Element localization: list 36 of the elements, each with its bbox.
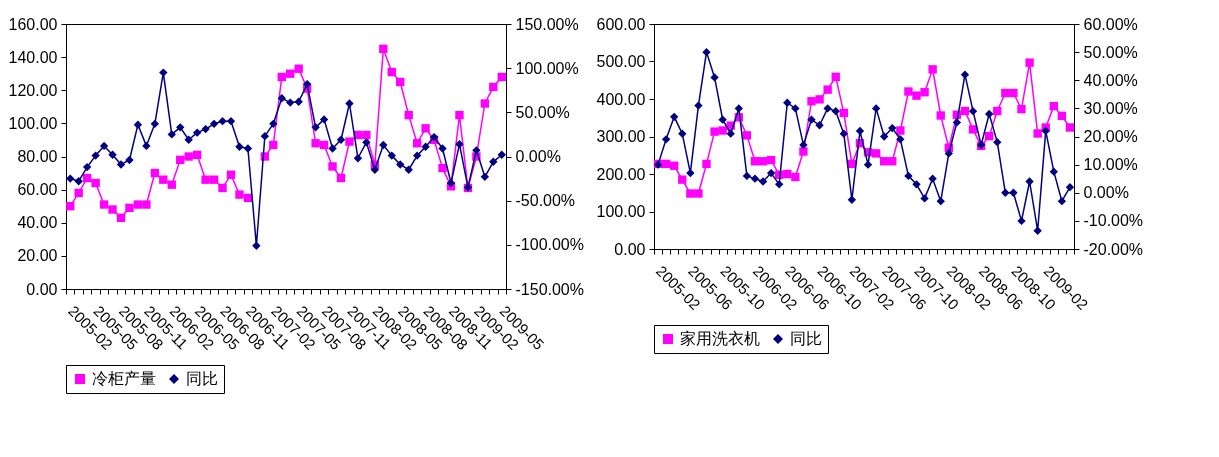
- y-tick-label: 80.00: [17, 148, 58, 165]
- y-tick-label: 100.00: [596, 203, 646, 220]
- y-tick-label: 300.00: [596, 128, 646, 145]
- y2-tick-label: 10.00%: [1083, 156, 1138, 174]
- y-tick-label: 0.00: [26, 280, 58, 298]
- y2-tick-label: -50.00%: [515, 192, 576, 210]
- y-tick-label: 20.00: [17, 247, 58, 265]
- y-tick-label: 400.00: [596, 90, 646, 108]
- y-tick-label: 200.00: [596, 165, 646, 183]
- y2-tick-label: -100.00%: [515, 236, 584, 254]
- y2-tick-label: 20.00%: [1083, 128, 1138, 145]
- legend-label: 同比: [790, 330, 822, 347]
- y2-tick-label: -10.00%: [1083, 212, 1144, 230]
- y2-tick-label: 60.00%: [1083, 15, 1138, 33]
- y-tick-label: 40.00: [17, 214, 58, 232]
- y2-tick-label: 0.00%: [515, 148, 561, 165]
- y-tick-label: 60.00: [17, 181, 58, 199]
- y-tick-label: 100.00: [8, 114, 58, 132]
- y-tick-label: 600.00: [596, 15, 646, 33]
- y-tick-label: 500.00: [596, 53, 646, 70]
- y2-tick-label: -150.00%: [515, 280, 584, 298]
- y2-tick-label: 50.00%: [1083, 43, 1138, 61]
- y2-tick-label: 100.00%: [515, 59, 579, 77]
- y-tick-label: 140.00: [8, 48, 58, 66]
- y2-tick-label: 0.00%: [1083, 184, 1129, 202]
- legend-label: 冷柜产量: [92, 370, 156, 387]
- legend-label: 同比: [186, 370, 218, 387]
- y-tick-label: 0.00: [614, 240, 646, 258]
- y-tick-label: 120.00: [8, 81, 58, 99]
- y2-tick-label: 30.00%: [1083, 99, 1138, 117]
- y2-tick-label: -20.00%: [1083, 240, 1144, 258]
- y2-tick-label: 50.00%: [515, 103, 570, 121]
- y2-tick-label: 150.00%: [515, 15, 579, 33]
- legend-label: 家用洗衣机: [680, 330, 760, 347]
- y2-tick-label: 40.00%: [1083, 71, 1138, 89]
- y-tick-label: 160.00: [8, 15, 58, 33]
